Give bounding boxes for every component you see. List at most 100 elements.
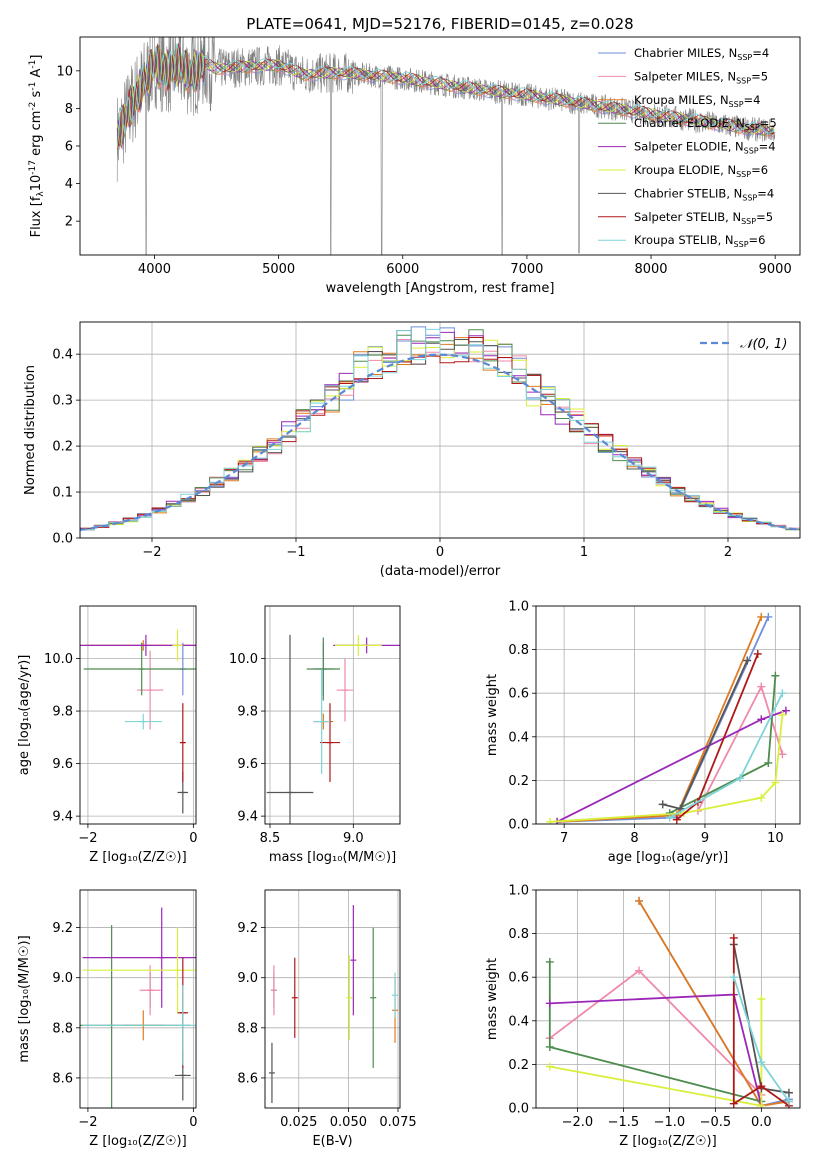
x-axis-label: Z [log₁₀(Z/Z☉)] [619, 1134, 716, 1149]
legend-text: =4 [752, 46, 769, 60]
weight-marker [545, 999, 554, 1008]
plot-area [80, 890, 196, 1108]
weight-marker [545, 957, 554, 966]
weight-marker [784, 1097, 793, 1106]
weight-marker [753, 649, 762, 658]
y-tick-label: 10.0 [229, 652, 258, 667]
model-spectrum-salpeter-stelib [116, 43, 775, 147]
weight-marker [729, 1099, 738, 1108]
x-axis-label: age [log₁₀(age/yr)] [608, 850, 729, 865]
x-tick-label: 0 [436, 545, 444, 560]
y-label-part: A [29, 69, 44, 82]
plot-area [80, 322, 800, 538]
plot-area [265, 890, 400, 1108]
x-tick-label: 8 [630, 831, 638, 846]
legend-sub: SSP [742, 193, 757, 202]
legend-text: Salpeter ELODIE, N [634, 140, 744, 154]
x-tick-label: 9000 [759, 262, 792, 277]
weight-marker [672, 815, 681, 824]
x-tick-label: −1.0 [654, 1115, 686, 1130]
legend-text: =5 [756, 210, 773, 224]
y-tick-label: 9.6 [237, 757, 258, 772]
y-tick-label: 8.6 [237, 1071, 258, 1086]
x-tick-label: −2.0 [562, 1115, 594, 1130]
x-tick-label: 10 [767, 831, 784, 846]
legend-entry: Kroupa STELIB, NSSP=6 [634, 233, 765, 249]
weight-marker [757, 612, 766, 621]
weight-marker [778, 711, 787, 719]
y-label-part: -17 [28, 160, 38, 175]
x-tick-label: 5000 [262, 262, 295, 277]
model-spectrum-chabrier-miles [116, 48, 775, 151]
legend-entry: Chabrier STELIB, NSSP=4 [634, 186, 774, 202]
y-label-part: -1 [28, 60, 38, 69]
y-tick-label: 9.8 [52, 705, 73, 720]
legend-sub: SSP [729, 100, 744, 109]
legend-text: Kroupa ELODIE, N [634, 163, 736, 177]
y-tick-label: 0.2 [508, 774, 529, 789]
plot-area [536, 606, 800, 824]
axes-frame [79, 36, 801, 256]
axes-frame [264, 605, 401, 825]
weight-marker [665, 813, 674, 822]
panel-weight_vs_age: 7 8 9 10 0.0 0.2 0.4 0.6 0.8 1.0 age [log₁₀(age/yr… [485, 600, 801, 865]
weight-series-line [548, 961, 762, 1103]
axes-frame [79, 605, 197, 825]
plot-area [80, 606, 196, 824]
legend-entry: Salpeter STELIB, NSSP=5 [634, 210, 773, 226]
y-tick-label: 6 [65, 140, 73, 155]
x-tick-label: −1 [286, 545, 305, 560]
axes-frame [79, 321, 801, 539]
weight-marker [757, 995, 766, 1003]
x-axis-label: Z [log₁₀(Z/Z☉)] [89, 850, 186, 865]
weight-marker [781, 706, 790, 715]
panel-spectrum: 4000 5000 6000 7000 8000 9000 2 4 6 8 10 wavelength… [28, 36, 801, 296]
legend-sub: SSP [737, 53, 752, 62]
y-tick-label: 10.0 [44, 652, 73, 667]
y-label-part: erg cm [29, 111, 44, 160]
weight-marker [757, 1058, 766, 1067]
x-tick-label: 0.025 [280, 1115, 317, 1130]
x-tick-label: 8.5 [260, 831, 281, 846]
y-tick-label: 8 [65, 102, 73, 117]
x-tick-label: −0.5 [700, 1115, 732, 1130]
legend-sub: SSP [734, 240, 749, 249]
y-tick-label: 0.0 [52, 532, 73, 547]
legend-text: Chabrier ELODIE, N [634, 116, 745, 130]
legend-entry: Salpeter ELODIE, NSSP=4 [634, 140, 776, 156]
weight-marker [545, 1042, 554, 1051]
weight-marker [658, 800, 667, 809]
weight-series-line [549, 993, 763, 1107]
y-label-part: s [29, 90, 44, 101]
x-axis-label: (data-model)/error [380, 564, 501, 579]
y-axis-label: age [log₁₀(age/yr)] [17, 655, 32, 776]
axes-frame [535, 889, 801, 1109]
y-tick-label: 1.0 [508, 884, 529, 899]
x-tick-label: 0.0 [751, 1115, 772, 1130]
panel-mass_vs_Z: −2 0 8.6 8.8 9.0 9.2 Z [log₁₀(Z/Z☉)] mass [log₁… [17, 889, 198, 1149]
weight-marker [635, 966, 644, 975]
legend-entry: Chabrier MILES, NSSP=4 [634, 46, 769, 62]
model-spectrum-kroupa-stelib [116, 43, 775, 147]
panel-residuals: −2 −1 0 1 2 0.0 0.1 0.2 0.3 0.4 (data-model)/error… [23, 321, 801, 579]
axes-frame [264, 889, 401, 1109]
legend-entry: 𝒩(0, 1) [740, 337, 787, 352]
x-tick-label: 6000 [386, 262, 419, 277]
panel-age_vs_Z: −2 0 9.4 9.6 9.8 10.0 Z [log₁₀(Z/Z☉)] age [log₁… [17, 605, 198, 865]
y-axis-label: Flux [fλ10-17 erg cm-2 s-1 A-1] [28, 55, 46, 238]
panel-mass_vs_ebv: 0.025 0.050 0.075 8.6 8.8 9.0 9.2 E(B-V) [237, 889, 417, 1149]
y-tick-label: 9.0 [237, 971, 258, 986]
weight-marker [764, 612, 773, 621]
y-label-part: Flux [f [29, 196, 44, 237]
axes-frame [535, 605, 801, 825]
x-tick-label: −2 [142, 545, 161, 560]
legend-text: =4 [744, 93, 761, 107]
weight-marker [771, 671, 780, 680]
y-tick-label: 9.4 [52, 810, 73, 825]
y-tick-label: 10 [56, 64, 73, 79]
x-tick-label: 9.0 [343, 831, 364, 846]
y-label-part: 10 [29, 175, 44, 192]
y-tick-label: 8.8 [237, 1021, 258, 1036]
plot-area [536, 890, 800, 1108]
y-tick-label: 0.0 [508, 1102, 529, 1117]
